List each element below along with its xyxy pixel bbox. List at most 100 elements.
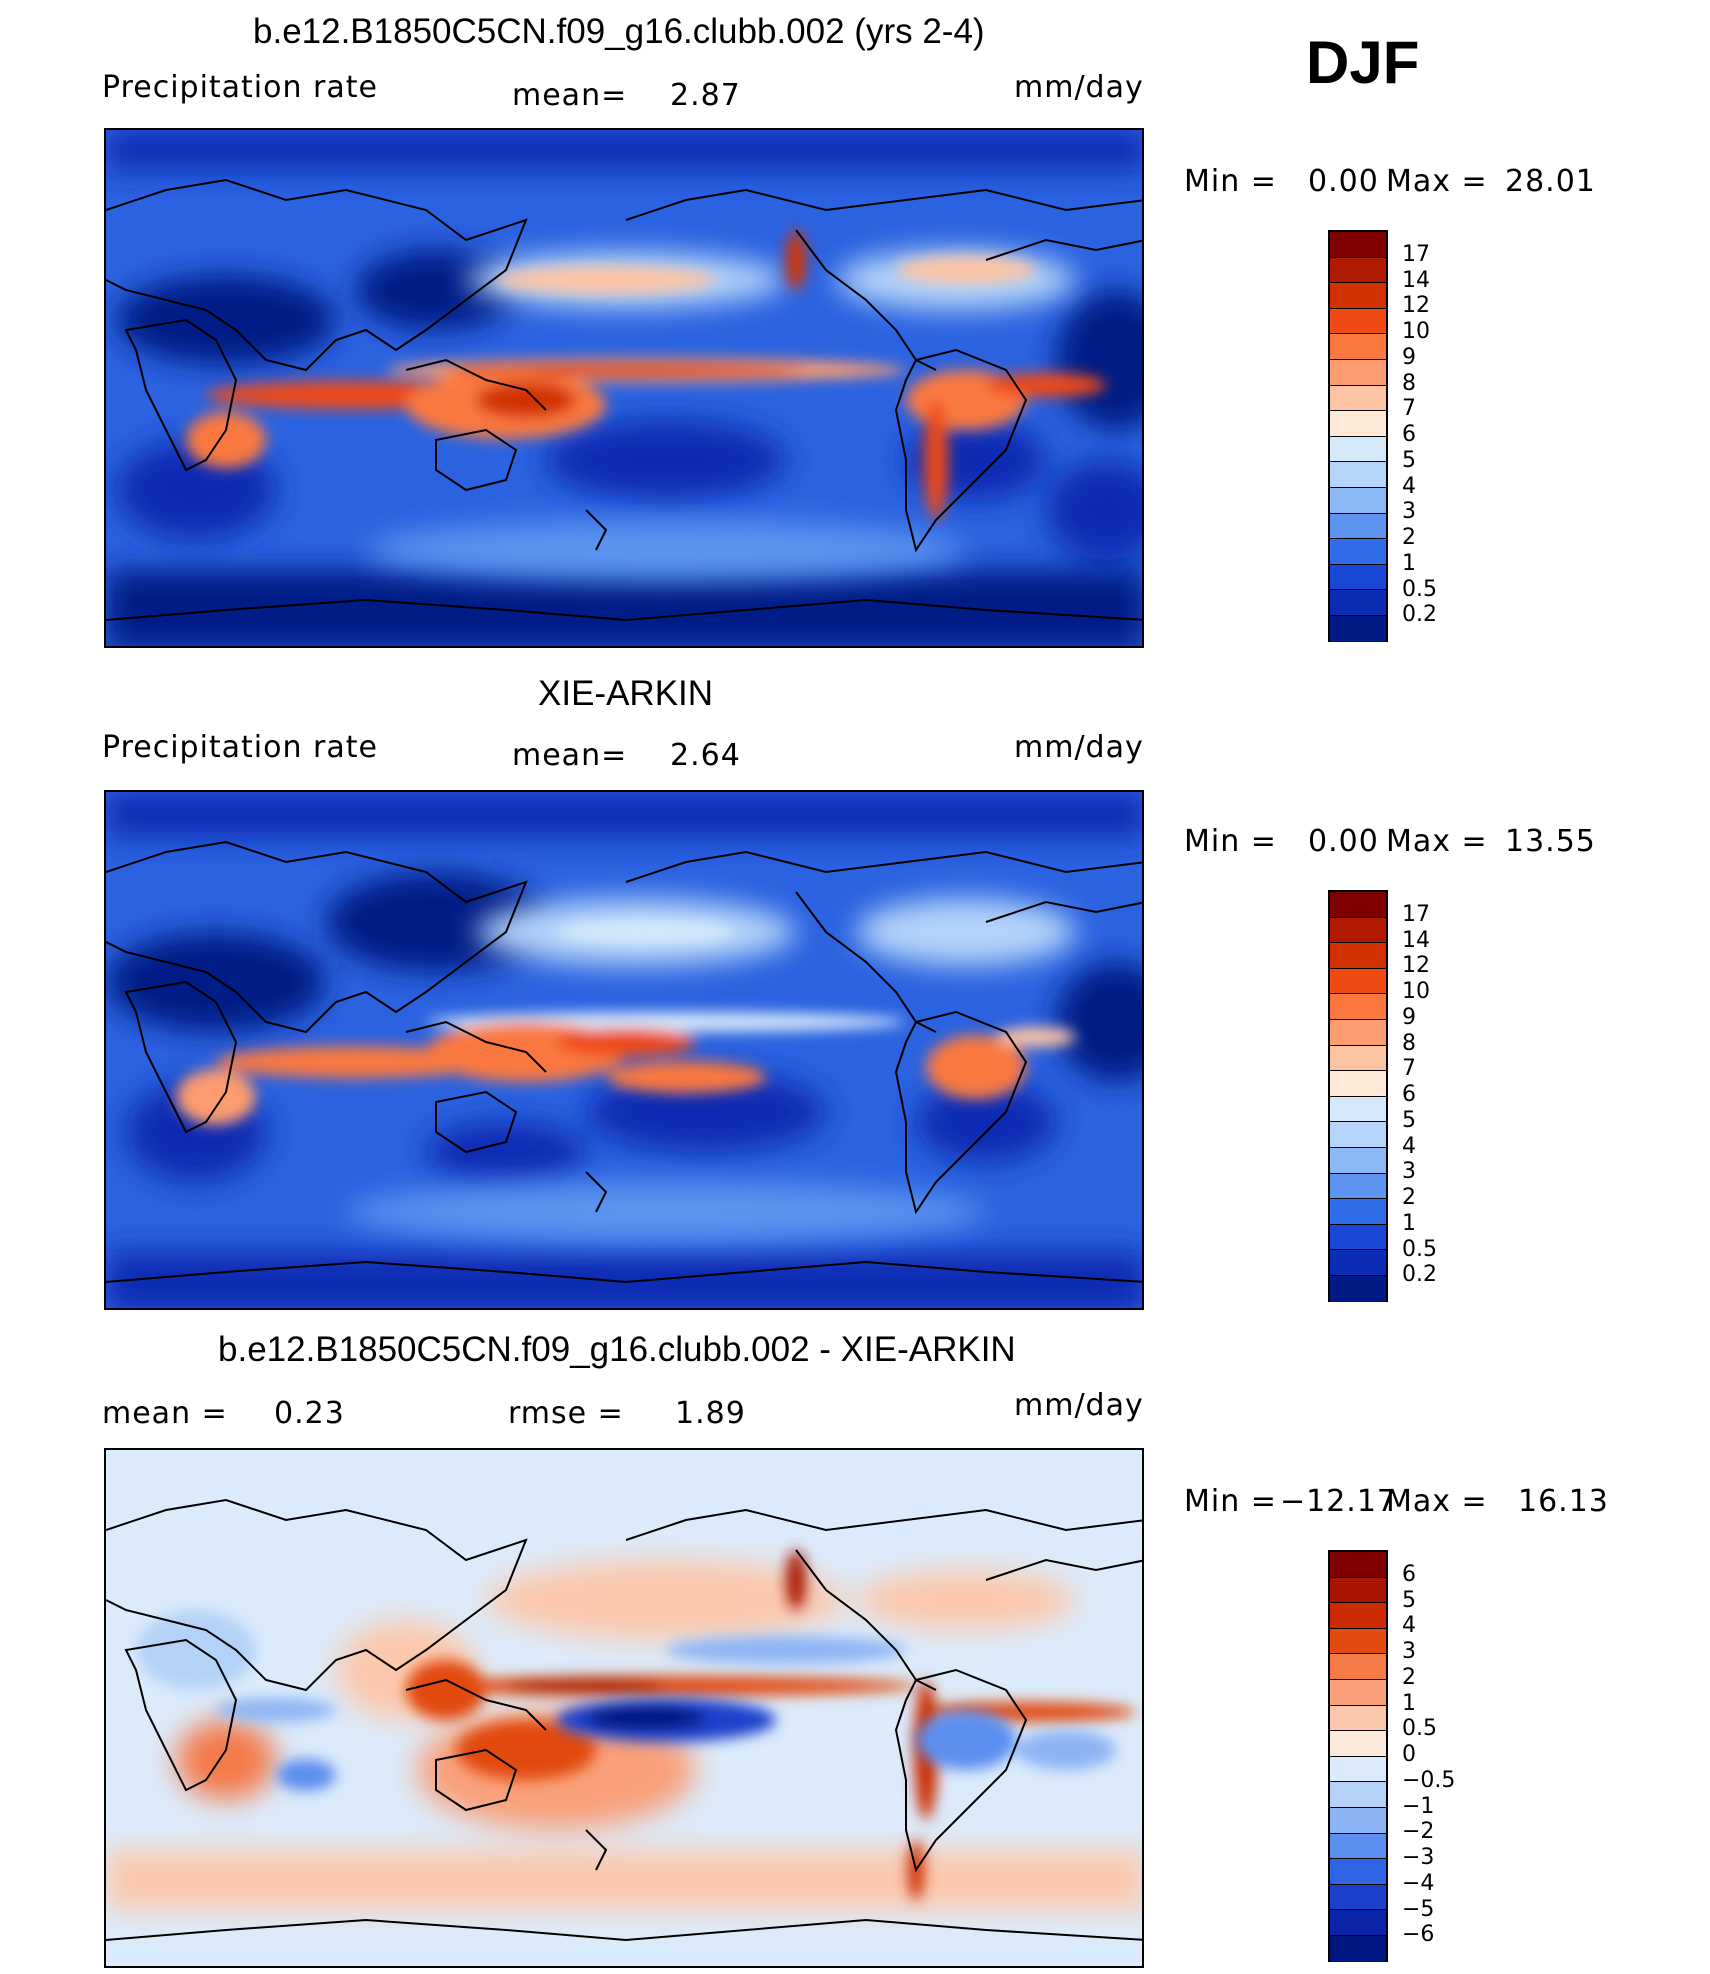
colorbar-tick-label: 0.2 bbox=[1402, 602, 1437, 628]
colorbar-swatch bbox=[1330, 1859, 1386, 1885]
colorbar-tick-label: 9 bbox=[1402, 344, 1416, 370]
colorbar-swatch bbox=[1330, 385, 1386, 412]
colorbar-swatch bbox=[1330, 615, 1386, 642]
colorbar-tick-label: −5 bbox=[1402, 1896, 1435, 1922]
colorbar-tick-label: 7 bbox=[1402, 1056, 1416, 1082]
colorbar-tick-label: −6 bbox=[1402, 1922, 1435, 1948]
panel2-variable-label: Precipitation rate bbox=[102, 730, 378, 765]
panel1-field-wet bbox=[186, 230, 1106, 520]
colorbar-tick-label: 7 bbox=[1402, 396, 1416, 422]
panel3-colorbar bbox=[1328, 1550, 1388, 1962]
colorbar-swatch bbox=[1330, 1224, 1386, 1251]
colorbar-swatch bbox=[1330, 1096, 1386, 1123]
panel2-field-dry bbox=[106, 792, 1142, 1308]
colorbar-swatch bbox=[1330, 1807, 1386, 1834]
panel2-colorbar bbox=[1328, 890, 1388, 1302]
colorbar-swatch bbox=[1330, 1679, 1386, 1706]
colorbar-tick-label: 1 bbox=[1402, 1690, 1416, 1716]
colorbar-swatch bbox=[1330, 968, 1386, 995]
colorbar-tick-label: 3 bbox=[1402, 499, 1416, 525]
colorbar-swatch bbox=[1330, 943, 1386, 969]
colorbar-swatch bbox=[1330, 1147, 1386, 1174]
panel2-mean-label: mean= bbox=[512, 738, 628, 773]
colorbar-swatch bbox=[1330, 1603, 1386, 1629]
colorbar-swatch bbox=[1330, 257, 1386, 284]
panel3-coastlines bbox=[106, 1498, 1142, 1942]
colorbar-tick-label: 3 bbox=[1402, 1639, 1416, 1664]
panel3-max-label: Max = bbox=[1386, 1484, 1488, 1519]
colorbar-tick-label: 0.5 bbox=[1402, 1236, 1437, 1262]
panel3-field-negative bbox=[136, 1610, 1116, 1791]
panel1-map bbox=[104, 128, 1144, 648]
panel1-min-value: 0.00 bbox=[1308, 164, 1379, 199]
colorbar-tick-label: 6 bbox=[1402, 422, 1416, 447]
colorbar-tick-label: −1 bbox=[1402, 1793, 1435, 1819]
colorbar-swatch bbox=[1330, 1275, 1386, 1302]
panel1-colorbar bbox=[1328, 230, 1388, 642]
colorbar-swatch bbox=[1330, 411, 1386, 437]
colorbar-tick-label: 14 bbox=[1402, 927, 1430, 953]
colorbar-swatch bbox=[1330, 232, 1386, 258]
colorbar-swatch bbox=[1330, 308, 1386, 335]
colorbar-swatch bbox=[1330, 462, 1386, 488]
colorbar-swatch bbox=[1330, 539, 1386, 565]
colorbar-swatch bbox=[1330, 487, 1386, 514]
colorbar-tick-label: 5 bbox=[1402, 447, 1416, 473]
colorbar-swatch bbox=[1330, 1705, 1386, 1732]
colorbar-tick-label: 2 bbox=[1402, 525, 1416, 550]
colorbar-tick-label: 5 bbox=[1402, 1107, 1416, 1133]
panel1-max-value: 28.01 bbox=[1505, 164, 1596, 199]
colorbar-swatch bbox=[1330, 590, 1386, 616]
panel2-min-value: 0.00 bbox=[1308, 824, 1379, 859]
colorbar-tick-label: 12 bbox=[1402, 953, 1430, 979]
colorbar-swatch bbox=[1330, 1173, 1386, 1200]
colorbar-tick-label: 10 bbox=[1402, 979, 1430, 1004]
colorbar-tick-label: −0.5 bbox=[1402, 1767, 1456, 1793]
colorbar-tick-label: −4 bbox=[1402, 1870, 1435, 1896]
colorbar-swatch bbox=[1330, 283, 1386, 309]
colorbar-tick-label: 6 bbox=[1402, 1082, 1416, 1107]
colorbar-swatch bbox=[1330, 513, 1386, 540]
colorbar-tick-label: 1 bbox=[1402, 550, 1416, 576]
panel2-max-label: Max = bbox=[1386, 824, 1488, 859]
colorbar-tick-label: 4 bbox=[1402, 473, 1416, 499]
colorbar-swatch bbox=[1330, 1019, 1386, 1046]
panel2-map bbox=[104, 790, 1144, 1310]
colorbar-swatch bbox=[1330, 1833, 1386, 1860]
colorbar-tick-label: 12 bbox=[1402, 293, 1430, 319]
colorbar-tick-label: 8 bbox=[1402, 370, 1416, 396]
panel2-field-moist bbox=[346, 898, 1076, 1242]
colorbar-swatch bbox=[1330, 359, 1386, 386]
colorbar-swatch bbox=[1330, 564, 1386, 591]
colorbar-swatch bbox=[1330, 1654, 1386, 1680]
colorbar-tick-label: 17 bbox=[1402, 901, 1430, 927]
panel3-min-label: Min = bbox=[1184, 1484, 1277, 1519]
colorbar-tick-label: 6 bbox=[1402, 1561, 1416, 1587]
colorbar-swatch bbox=[1330, 1045, 1386, 1072]
colorbar-tick-label: 4 bbox=[1402, 1613, 1416, 1639]
colorbar-swatch bbox=[1330, 1910, 1386, 1936]
colorbar-tick-label: 14 bbox=[1402, 267, 1430, 293]
panel2-mean-value: 2.64 bbox=[670, 738, 741, 773]
panel1-mean-value: 2.87 bbox=[670, 78, 741, 113]
colorbar-swatch bbox=[1330, 1731, 1386, 1757]
panel3-map bbox=[104, 1448, 1144, 1968]
colorbar-swatch bbox=[1330, 1250, 1386, 1276]
colorbar-swatch bbox=[1330, 1756, 1386, 1783]
colorbar-swatch bbox=[1330, 1935, 1386, 1962]
colorbar-swatch bbox=[1330, 1199, 1386, 1225]
panel3-title: b.e12.B1850C5CN.f09_g16.clubb.002 - XIE-… bbox=[218, 1330, 1016, 1369]
colorbar-swatch bbox=[1330, 1782, 1386, 1808]
panel1-units: mm/day bbox=[1014, 70, 1144, 105]
colorbar-swatch bbox=[1330, 1884, 1386, 1911]
colorbar-tick-label: 0 bbox=[1402, 1742, 1416, 1767]
panel2-min-label: Min = bbox=[1184, 824, 1277, 859]
colorbar-swatch bbox=[1330, 334, 1386, 360]
colorbar-tick-label: 0.5 bbox=[1402, 576, 1437, 602]
colorbar-tick-label: 17 bbox=[1402, 241, 1430, 267]
panel3-units: mm/day bbox=[1014, 1388, 1144, 1423]
colorbar-swatch bbox=[1330, 994, 1386, 1020]
panel3-mean-value: 0.23 bbox=[274, 1396, 345, 1431]
panel1-title: b.e12.B1850C5CN.f09_g16.clubb.002 (yrs 2… bbox=[253, 12, 985, 51]
colorbar-tick-label: 4 bbox=[1402, 1133, 1416, 1159]
